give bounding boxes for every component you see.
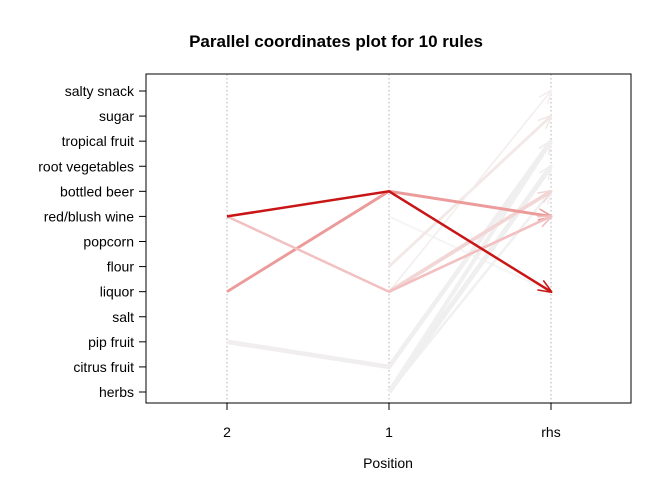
y-axis: salty snack sugar tropical fruit root veget… bbox=[38, 83, 146, 400]
y-tick-label: liquor bbox=[100, 284, 135, 300]
y-tick-label: salt bbox=[112, 309, 134, 325]
rule-line bbox=[388, 91, 551, 293]
x-tick-label: 1 bbox=[385, 424, 393, 440]
rule-line bbox=[226, 190, 551, 291]
y-tick-label: pip fruit bbox=[88, 334, 134, 350]
x-axis-title: Position bbox=[363, 455, 413, 471]
rule-line bbox=[226, 216, 551, 294]
y-tick-label: sugar bbox=[99, 108, 134, 124]
grid-lines bbox=[226, 74, 552, 403]
y-tick-label: root vegetables bbox=[38, 158, 134, 174]
y-tick-label: red/blush wine bbox=[44, 208, 134, 224]
y-tick-label: herbs bbox=[99, 384, 134, 400]
y-tick-label: flour bbox=[107, 259, 135, 275]
rule-lines bbox=[226, 91, 554, 394]
rule-line bbox=[387, 141, 551, 394]
y-tick-label: salty snack bbox=[65, 83, 135, 99]
x-tick-label: rhs bbox=[541, 424, 560, 440]
y-tick-label: tropical fruit bbox=[62, 133, 134, 149]
y-tick-label: citrus fruit bbox=[73, 359, 134, 375]
y-tick-label: popcorn bbox=[83, 234, 134, 250]
x-axis: 2 1 rhs bbox=[223, 403, 561, 440]
rule-line bbox=[226, 141, 551, 370]
x-tick-label: 2 bbox=[223, 424, 231, 440]
y-tick-label: bottled beer bbox=[60, 183, 134, 199]
chart-title: Parallel coordinates plot for 10 rules bbox=[189, 32, 483, 51]
rule-line bbox=[386, 166, 554, 394]
